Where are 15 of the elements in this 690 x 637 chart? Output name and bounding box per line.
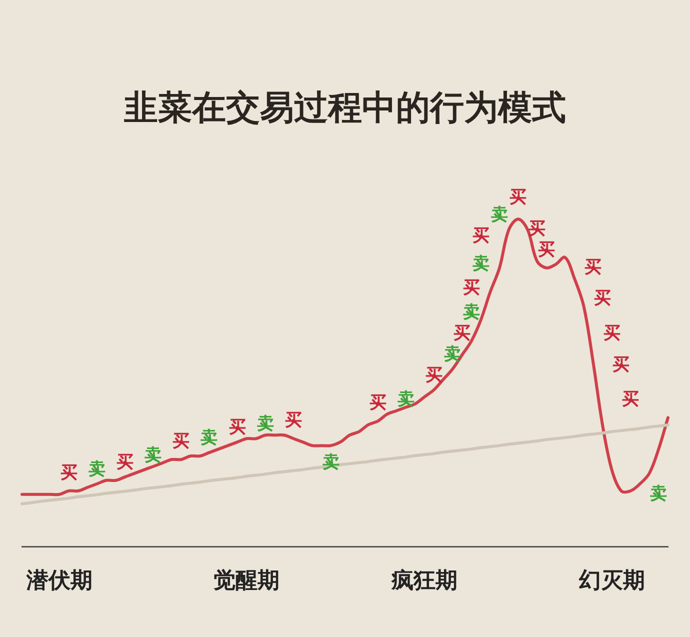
text: 卖 [256, 414, 274, 434]
series-label: 卖 [462, 302, 480, 323]
text: 卖 [650, 484, 668, 504]
text: 卖 [397, 390, 414, 410]
text: 卖 [472, 254, 490, 274]
text: 卖 [490, 205, 508, 226]
x-tick-label: 潜伏期 [25, 568, 92, 594]
x-tick-label: 疯狂期 [390, 568, 458, 594]
x-tick-label: 觉醒期 [212, 568, 280, 594]
chart-title: 韭菜在交易过程中的行为模式 [124, 88, 566, 128]
text: 卖 [144, 445, 162, 466]
text: 卖 [88, 459, 106, 480]
text: 卖 [444, 344, 462, 364]
text: 卖 [322, 452, 340, 472]
x-tick-label: 幻灭期 [578, 568, 645, 594]
